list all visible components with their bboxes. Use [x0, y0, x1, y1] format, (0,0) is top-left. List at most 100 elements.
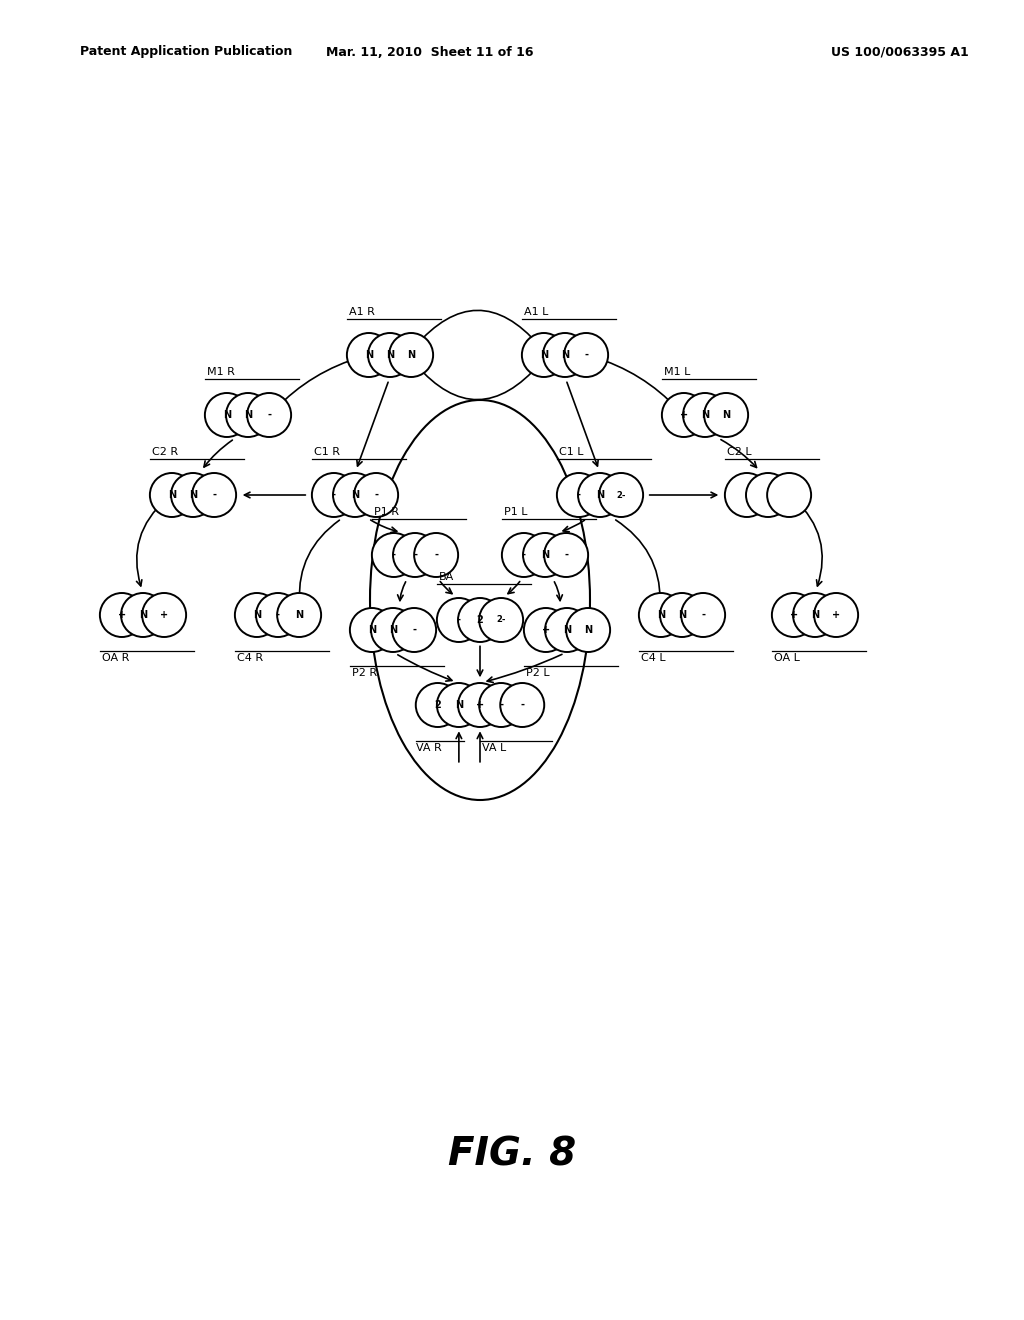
Text: N: N	[386, 350, 394, 360]
Text: N: N	[139, 610, 147, 620]
Circle shape	[371, 609, 415, 652]
Text: 2-: 2-	[616, 491, 626, 499]
Text: M1 R: M1 R	[207, 367, 234, 378]
Text: C4 R: C4 R	[237, 653, 263, 663]
Text: -: -	[564, 550, 568, 560]
Circle shape	[599, 473, 643, 517]
Circle shape	[350, 609, 394, 652]
Text: -: -	[520, 700, 524, 710]
Circle shape	[121, 593, 165, 638]
Circle shape	[639, 593, 683, 638]
Circle shape	[171, 473, 215, 517]
Text: US 100/0063395 A1: US 100/0063395 A1	[831, 45, 969, 58]
Circle shape	[545, 609, 589, 652]
Circle shape	[312, 473, 356, 517]
Text: C2 R: C2 R	[152, 447, 178, 457]
Circle shape	[746, 473, 790, 517]
Text: -: -	[413, 550, 417, 560]
Circle shape	[458, 682, 502, 727]
Text: -: -	[434, 550, 438, 560]
Circle shape	[205, 393, 249, 437]
Text: 2: 2	[434, 700, 441, 710]
Text: -: -	[499, 700, 503, 710]
Text: +: +	[118, 610, 126, 620]
Text: -: -	[392, 550, 396, 560]
Text: OA L: OA L	[774, 653, 800, 663]
Text: -: -	[412, 624, 416, 635]
Text: N: N	[389, 624, 397, 635]
Circle shape	[681, 593, 725, 638]
Text: A1 L: A1 L	[524, 308, 548, 317]
Circle shape	[333, 473, 377, 517]
Text: +: +	[476, 700, 484, 710]
Circle shape	[479, 682, 523, 727]
Circle shape	[502, 533, 546, 577]
Circle shape	[392, 609, 436, 652]
Circle shape	[234, 593, 279, 638]
Text: P1 L: P1 L	[504, 507, 527, 517]
Circle shape	[725, 473, 769, 517]
Circle shape	[414, 533, 458, 577]
Text: C1 R: C1 R	[314, 447, 340, 457]
Text: +: +	[160, 610, 168, 620]
Text: N: N	[253, 610, 261, 620]
Circle shape	[522, 333, 566, 378]
Text: C4 L: C4 L	[641, 653, 666, 663]
Text: N: N	[563, 624, 571, 635]
Text: N: N	[189, 490, 197, 500]
Text: -: -	[374, 490, 378, 500]
Text: P2 L: P2 L	[526, 668, 550, 678]
Text: -: -	[701, 610, 706, 620]
Text: -: -	[212, 490, 216, 500]
Text: -: -	[276, 610, 280, 620]
Text: N: N	[351, 490, 359, 500]
Circle shape	[458, 598, 502, 642]
Text: N: N	[701, 411, 709, 420]
Text: VA R: VA R	[416, 743, 441, 752]
Circle shape	[393, 533, 437, 577]
Text: N: N	[656, 610, 665, 620]
Text: N: N	[811, 610, 819, 620]
Text: N: N	[368, 624, 376, 635]
Text: +: +	[833, 610, 840, 620]
Text: +: +	[542, 624, 550, 635]
Circle shape	[662, 393, 706, 437]
Text: N: N	[223, 411, 231, 420]
Text: M1 L: M1 L	[664, 367, 690, 378]
Text: N: N	[722, 411, 730, 420]
Circle shape	[368, 333, 412, 378]
Circle shape	[150, 473, 194, 517]
Text: -: -	[584, 350, 588, 360]
Circle shape	[347, 333, 391, 378]
Circle shape	[566, 609, 610, 652]
Text: N: N	[244, 411, 252, 420]
Circle shape	[389, 333, 433, 378]
Circle shape	[256, 593, 300, 638]
Circle shape	[142, 593, 186, 638]
Text: BA: BA	[439, 572, 454, 582]
Text: N: N	[295, 610, 303, 620]
Circle shape	[772, 593, 816, 638]
Circle shape	[100, 593, 144, 638]
Text: N: N	[455, 700, 463, 710]
Text: 2: 2	[476, 615, 483, 624]
Circle shape	[247, 393, 291, 437]
Text: N: N	[561, 350, 569, 360]
Text: C2 L: C2 L	[727, 447, 752, 457]
Circle shape	[544, 533, 588, 577]
Text: N: N	[168, 490, 176, 500]
Text: -: -	[457, 615, 461, 624]
Text: OA R: OA R	[101, 653, 129, 663]
Text: VA L: VA L	[482, 743, 506, 752]
Circle shape	[372, 533, 416, 577]
Text: Patent Application Publication: Patent Application Publication	[80, 45, 293, 58]
Text: N: N	[540, 350, 548, 360]
Text: -: -	[577, 490, 581, 500]
Circle shape	[578, 473, 622, 517]
Circle shape	[193, 473, 237, 517]
Circle shape	[767, 473, 811, 517]
Text: -: -	[522, 550, 526, 560]
Text: N: N	[408, 350, 415, 360]
Circle shape	[354, 473, 398, 517]
Circle shape	[683, 393, 727, 437]
